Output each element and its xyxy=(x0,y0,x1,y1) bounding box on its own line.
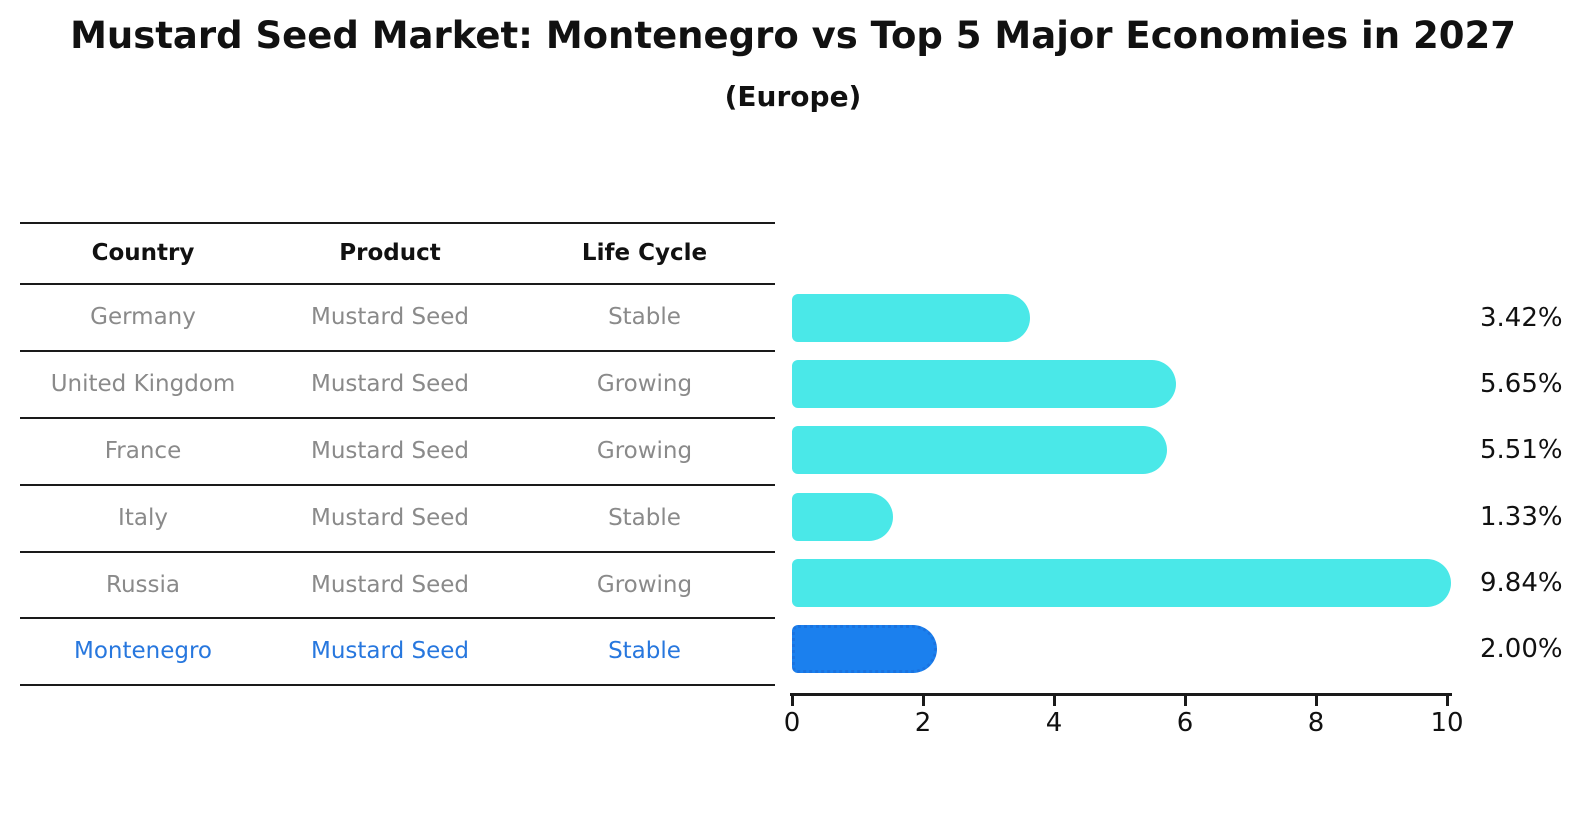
x-tick-label: 0 xyxy=(783,708,801,738)
table-header-row: Country Product Life Cycle xyxy=(20,222,775,283)
x-tick-label: 2 xyxy=(914,708,932,738)
table-row: Italy Mustard Seed Stable xyxy=(20,484,775,551)
cell-country: France xyxy=(104,437,182,464)
column-header-country: Country xyxy=(91,239,195,266)
column-header-product: Product xyxy=(339,239,441,266)
cell-country: Italy xyxy=(118,504,168,531)
table-divider xyxy=(20,484,775,486)
bar-united-kingdom xyxy=(792,360,1176,408)
bar-france xyxy=(792,426,1167,474)
value-label-italy: 1.33% xyxy=(1480,502,1563,532)
x-tick xyxy=(1446,696,1449,706)
bar-germany xyxy=(792,294,1030,342)
table-row: Montenegro Mustard Seed Stable xyxy=(20,617,775,684)
cell-product: Mustard Seed xyxy=(311,437,469,464)
value-label-united-kingdom: 5.65% xyxy=(1480,369,1563,399)
chart-subtitle: (Europe) xyxy=(724,80,862,113)
cell-product: Mustard Seed xyxy=(311,571,469,598)
bar-montenegro xyxy=(792,625,937,673)
cell-product: Mustard Seed xyxy=(311,637,469,664)
cell-country: Germany xyxy=(90,303,196,330)
table-row: Germany Mustard Seed Stable xyxy=(20,283,775,350)
x-tick-label: 10 xyxy=(1430,708,1464,738)
cell-product: Mustard Seed xyxy=(311,303,469,330)
bar-italy xyxy=(792,493,893,541)
table-row: Russia Mustard Seed Growing xyxy=(20,551,775,618)
cell-life-cycle: Growing xyxy=(596,370,693,397)
table-divider xyxy=(20,417,775,419)
x-tick xyxy=(791,696,794,706)
country-table: Country Product Life Cycle Germany Musta… xyxy=(20,222,775,686)
x-tick xyxy=(1315,696,1318,706)
table-row: France Mustard Seed Growing xyxy=(20,417,775,484)
x-tick xyxy=(1184,696,1187,706)
x-tick-label: 4 xyxy=(1045,708,1063,738)
cell-product: Mustard Seed xyxy=(311,504,469,531)
cell-country: Russia xyxy=(106,571,180,598)
cell-life-cycle: Stable xyxy=(608,504,681,531)
cell-life-cycle: Growing xyxy=(596,571,693,598)
x-tick xyxy=(1053,696,1056,706)
column-header-life-cycle: Life Cycle xyxy=(581,239,708,266)
x-tick-label: 6 xyxy=(1176,708,1194,738)
x-tick xyxy=(922,696,925,706)
cell-country: Montenegro xyxy=(73,637,212,664)
cell-life-cycle: Growing xyxy=(596,437,693,464)
table-row: United Kingdom Mustard Seed Growing xyxy=(20,350,775,417)
table-divider xyxy=(20,283,775,285)
value-label-montenegro: 2.00% xyxy=(1480,634,1563,664)
chart-title: Mustard Seed Market: Montenegro vs Top 5… xyxy=(70,14,1516,57)
table-divider xyxy=(20,551,775,553)
cell-life-cycle: Stable xyxy=(608,637,681,664)
table-divider xyxy=(20,222,775,224)
bar-russia xyxy=(792,559,1451,607)
value-label-russia: 9.84% xyxy=(1480,568,1563,598)
value-label-germany: 3.42% xyxy=(1480,303,1563,333)
table-divider xyxy=(20,350,775,352)
x-tick-label: 8 xyxy=(1307,708,1325,738)
table-divider xyxy=(20,684,775,686)
cell-life-cycle: Stable xyxy=(608,303,681,330)
cell-country: United Kingdom xyxy=(50,370,236,397)
table-divider xyxy=(20,617,775,619)
x-axis-line xyxy=(790,693,1452,696)
cell-product: Mustard Seed xyxy=(311,370,469,397)
value-label-france: 5.51% xyxy=(1480,435,1563,465)
